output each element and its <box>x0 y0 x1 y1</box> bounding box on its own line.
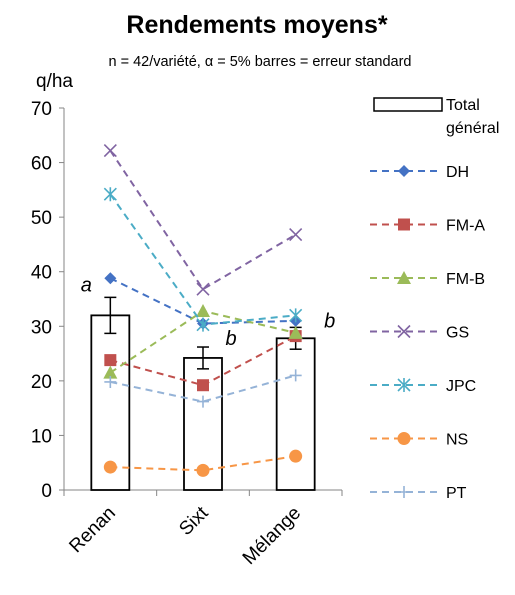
marker-diamond <box>398 165 410 177</box>
chart-subtitle: n = 42/variété, α = 5% barres = erreur s… <box>109 54 412 70</box>
chart-title: Rendements moyens* <box>126 11 387 39</box>
y-axis-unit-label: q/ha <box>36 71 73 92</box>
marker-square <box>104 354 117 367</box>
marker-plus <box>398 486 410 498</box>
labels: a b b <box>81 274 335 350</box>
series-line <box>110 374 296 403</box>
series-lines <box>103 144 303 477</box>
y-tick-label: 10 <box>31 426 52 447</box>
marker-x <box>289 228 303 242</box>
legend-label: FM-A <box>446 218 485 235</box>
legend-label: GS <box>446 325 469 342</box>
significance-letter: b <box>324 310 335 332</box>
marker-x <box>397 324 411 339</box>
marker-triangle <box>196 304 210 318</box>
legend-label: FM-B <box>446 271 485 288</box>
marker-circle <box>196 463 210 477</box>
marker-triangle <box>288 325 303 339</box>
marker-square <box>398 218 410 231</box>
legend: Total général DH FM-A FM-B GS JPC NS PT <box>370 97 499 502</box>
series-line <box>110 455 296 472</box>
marker-plus <box>289 369 302 382</box>
marker-triangle <box>397 271 411 284</box>
legend-label: DH <box>446 164 469 181</box>
marker-star <box>103 187 117 202</box>
marker-x <box>196 282 210 296</box>
legend-label: NS <box>446 432 468 449</box>
y-tick-label: 20 <box>31 372 52 393</box>
bar <box>275 337 316 491</box>
marker-star <box>397 378 411 392</box>
marker-circle <box>397 432 411 445</box>
y-tick-label: 60 <box>31 154 52 175</box>
marker-x <box>103 144 117 158</box>
significance-letter: b <box>225 328 236 350</box>
x-category-label: Renan <box>65 503 119 557</box>
x-category-label: Sixt <box>175 502 213 540</box>
marker-circle <box>103 460 117 474</box>
legend-swatch-total <box>373 97 443 112</box>
x-category-label: Mélange <box>239 503 305 569</box>
marker-plus <box>197 395 209 408</box>
y-tick-label: 70 <box>31 99 52 120</box>
marker-triangle <box>103 365 118 379</box>
series-line <box>109 150 297 291</box>
marker-plus <box>104 375 117 388</box>
bars <box>90 296 316 491</box>
legend-label: JPC <box>446 378 476 395</box>
legend-label-total: Total général <box>446 97 499 137</box>
y-tick-label: 30 <box>31 317 52 338</box>
y-tick-label: 50 <box>31 208 52 229</box>
marker-diamond <box>104 272 117 285</box>
marker-square <box>197 379 209 392</box>
y-tick-label: 40 <box>31 263 52 284</box>
y-tick-label: 0 <box>41 481 52 502</box>
significance-letter: a <box>81 274 92 296</box>
marker-circle <box>289 449 303 463</box>
marker-star <box>196 317 210 332</box>
marker-star <box>289 308 303 323</box>
legend-label: PT <box>446 485 467 502</box>
